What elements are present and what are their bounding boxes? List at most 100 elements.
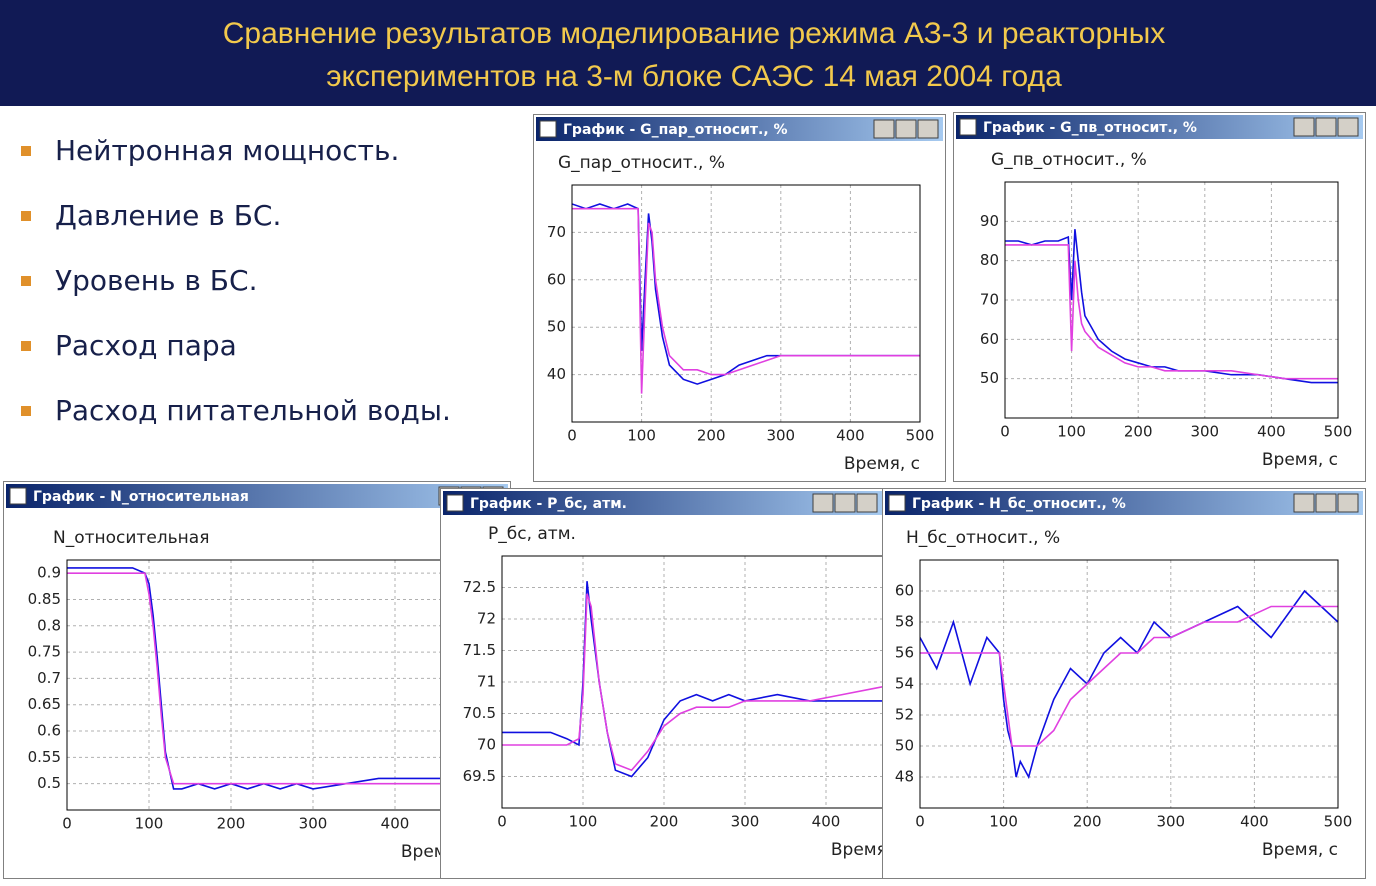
chart-window: График - G_пар_относит., % G_пар_относит.… bbox=[533, 114, 946, 482]
window-icon bbox=[888, 494, 906, 512]
series-line bbox=[1005, 229, 1338, 384]
y-tick-label: 60 bbox=[980, 330, 999, 348]
y-tick-label: 60 bbox=[895, 582, 914, 600]
y-tick-label: 71 bbox=[477, 673, 496, 691]
x-tick-label: 0 bbox=[915, 813, 925, 831]
window-button bbox=[812, 493, 834, 513]
bullet-marker bbox=[21, 211, 31, 221]
y-tick-label: 0.8 bbox=[37, 616, 61, 634]
y-axis-title: N_относительная bbox=[53, 528, 209, 548]
bullet-text: Расход пара bbox=[55, 329, 237, 362]
x-axis-title: Время, с bbox=[831, 840, 907, 860]
x-tick-label: 300 bbox=[1156, 813, 1185, 831]
x-tick-label: 400 bbox=[836, 427, 865, 445]
x-tick-label: 100 bbox=[1057, 423, 1086, 441]
window-button bbox=[1315, 493, 1337, 513]
plot-frame bbox=[919, 559, 1339, 809]
plot-frame bbox=[571, 184, 921, 423]
y-tick-label: 0.6 bbox=[37, 722, 61, 740]
x-tick-label: 500 bbox=[1324, 423, 1353, 441]
window-button bbox=[917, 119, 939, 139]
series-line bbox=[67, 572, 477, 785]
y-tick-label: 0.7 bbox=[37, 669, 61, 687]
window-button bbox=[1337, 493, 1359, 513]
x-tick-label: 400 bbox=[1240, 813, 1269, 831]
header-title: экспериментов на 3-м блоке САЭС 14 мая 2… bbox=[326, 60, 1062, 93]
x-axis-title: Время, с bbox=[1262, 450, 1338, 470]
bullet-text: Давление в БС. bbox=[55, 199, 281, 232]
x-tick-label: 200 bbox=[1124, 423, 1153, 441]
window-frame bbox=[440, 488, 885, 879]
x-tick-label: 400 bbox=[812, 813, 841, 831]
window-button bbox=[873, 119, 895, 139]
window-title: График - H_бс_относит., % bbox=[912, 496, 1126, 512]
window-icon bbox=[959, 118, 977, 136]
y-tick-label: 70 bbox=[547, 223, 566, 241]
y-tick-label: 0.55 bbox=[28, 748, 61, 766]
x-tick-label: 500 bbox=[1324, 813, 1353, 831]
bullet-text: Уровень в БС. bbox=[55, 264, 257, 297]
y-tick-label: 50 bbox=[980, 369, 999, 387]
y-tick-label: 48 bbox=[895, 768, 914, 786]
series-line bbox=[572, 207, 920, 394]
plot-frame bbox=[1004, 181, 1339, 419]
window-button bbox=[856, 493, 878, 513]
y-tick-label: 70.5 bbox=[463, 704, 496, 722]
x-tick-label: 200 bbox=[697, 427, 726, 445]
y-axis-title: G_пар_относит., % bbox=[558, 153, 725, 173]
bullet-marker bbox=[21, 276, 31, 286]
y-tick-label: 90 bbox=[980, 212, 999, 230]
window-title: График - G_пар_относит., % bbox=[563, 122, 788, 138]
y-tick-label: 52 bbox=[895, 706, 914, 724]
y-tick-label: 0.85 bbox=[28, 590, 61, 608]
y-tick-label: 0.9 bbox=[37, 564, 61, 582]
y-tick-label: 72 bbox=[477, 610, 496, 628]
window-button bbox=[895, 119, 917, 139]
x-tick-label: 100 bbox=[989, 813, 1018, 831]
title-bar bbox=[6, 484, 508, 508]
y-tick-label: 70 bbox=[477, 736, 496, 754]
y-tick-label: 54 bbox=[895, 675, 914, 693]
y-tick-label: 71.5 bbox=[463, 641, 496, 659]
bullet-marker bbox=[21, 406, 31, 416]
series-line bbox=[67, 567, 477, 790]
chart-window: График - N_относительнаяN_относительнаяВ… bbox=[3, 481, 511, 879]
x-tick-label: 400 bbox=[381, 815, 410, 833]
y-axis-title: H_бс_относит., % bbox=[906, 528, 1060, 548]
x-tick-label: 300 bbox=[766, 427, 795, 445]
window-frame bbox=[953, 112, 1366, 482]
window-icon bbox=[539, 120, 557, 138]
y-tick-label: 50 bbox=[895, 737, 914, 755]
title-bar bbox=[885, 491, 1363, 515]
x-tick-label: 100 bbox=[569, 813, 598, 831]
window-icon bbox=[9, 487, 27, 505]
window-icon bbox=[446, 494, 464, 512]
series-line bbox=[920, 605, 1338, 747]
x-tick-label: 500 bbox=[906, 427, 935, 445]
series-line bbox=[502, 593, 885, 772]
x-tick-label: 0 bbox=[497, 813, 507, 831]
title-bar bbox=[443, 491, 882, 515]
y-axis-title: P_бс, атм. bbox=[488, 524, 576, 544]
y-tick-label: 50 bbox=[547, 318, 566, 336]
x-tick-label: 100 bbox=[135, 815, 164, 833]
header-title: Сравнение результатов моделирование режи… bbox=[223, 17, 1166, 50]
y-tick-label: 40 bbox=[547, 365, 566, 383]
chart-window: График - H_бс_относит., % H_бс_относит., … bbox=[882, 488, 1366, 879]
y-axis-title: G_пв_относит., % bbox=[991, 150, 1147, 170]
window-button bbox=[1293, 117, 1315, 137]
window-button bbox=[834, 493, 856, 513]
bullet-text: Нейтронная мощность. bbox=[55, 134, 399, 167]
x-tick-label: 300 bbox=[731, 813, 760, 831]
bullet-marker bbox=[21, 146, 31, 156]
x-tick-label: 400 bbox=[1257, 423, 1286, 441]
x-tick-label: 300 bbox=[1190, 423, 1219, 441]
chart-window: График - P_бс, атм. P_бс, атм. Время, с 69.… bbox=[440, 488, 907, 879]
window-frame bbox=[533, 114, 946, 482]
bullet-text: Расход питательной воды. bbox=[55, 394, 451, 427]
series-line bbox=[1005, 244, 1338, 380]
x-tick-label: 200 bbox=[650, 813, 679, 831]
y-tick-label: 70 bbox=[980, 291, 999, 309]
